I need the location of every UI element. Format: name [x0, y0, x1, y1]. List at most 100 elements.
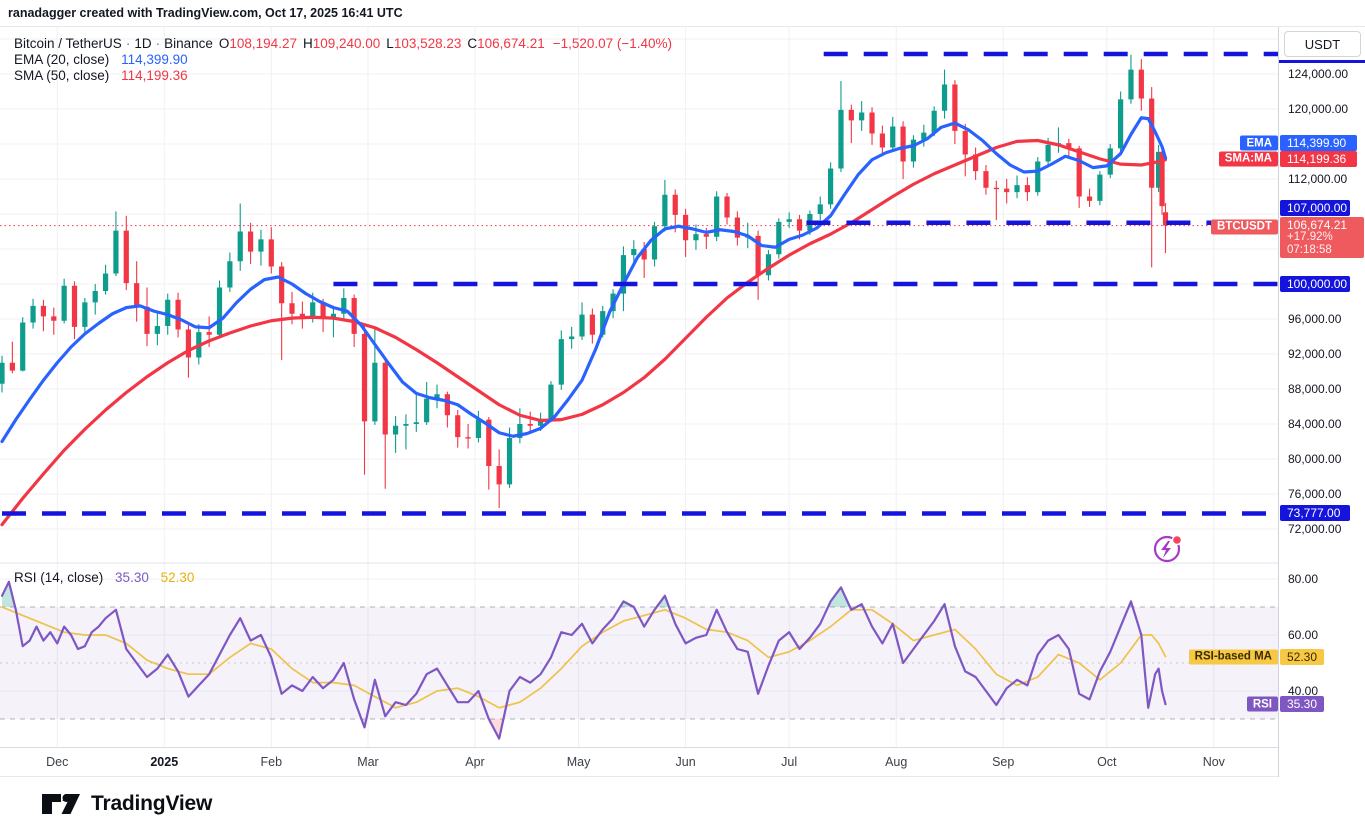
candle-body	[879, 133, 885, 148]
candle-body	[962, 130, 968, 155]
price-tick-label: 80,000.00	[1288, 452, 1342, 466]
candle-body	[1138, 69, 1144, 99]
candle-body	[579, 314, 585, 337]
candle-body	[330, 313, 337, 319]
candle-body	[724, 196, 730, 218]
tradingview-logo[interactable]: TradingView	[40, 790, 212, 818]
candle-body	[268, 239, 274, 267]
candle-body	[931, 110, 937, 133]
candle-body	[341, 298, 347, 314]
candle-body	[952, 84, 958, 131]
ohlc-value: 106,674.21	[477, 36, 545, 51]
candle-body	[1024, 185, 1030, 193]
flash-icon-dot	[1173, 536, 1181, 544]
candle-body	[662, 194, 668, 227]
candle-body	[486, 419, 492, 466]
candle-body	[30, 305, 36, 323]
candle-body	[641, 249, 647, 260]
change-value: −1,520.07 (−1.40%)	[552, 36, 673, 51]
candle-body	[258, 239, 264, 252]
attribution-bar: ranadagger created with TradingView.com,…	[0, 0, 1365, 27]
candle-body	[496, 466, 502, 485]
price-scale[interactable]: USDT 124,000.00 120,000.00 112,000.00 96,00…	[1278, 27, 1365, 777]
ohlc-value: 108,194.27	[229, 36, 297, 51]
candle-body	[910, 139, 917, 162]
candle-body	[299, 313, 305, 319]
time-axis-label: Sep	[992, 755, 1015, 769]
price-chart-canvas[interactable]	[0, 27, 1278, 777]
candle-body	[973, 154, 979, 172]
candle-body	[1155, 151, 1162, 188]
candle-body	[859, 112, 865, 121]
candle-body	[40, 305, 47, 317]
sma-legend-row[interactable]: SMA (50, close) 114,199.36	[14, 68, 672, 84]
rsi-legend-row[interactable]: RSI (14, close) 35.30 52.30	[14, 570, 194, 586]
candle-body	[403, 424, 409, 426]
sma-value: 114,199.36	[121, 68, 188, 83]
currency-toggle-button[interactable]: USDT	[1284, 31, 1361, 57]
candle-body	[455, 415, 461, 438]
candle-body	[185, 329, 192, 358]
rsi-value-label: 35.30	[1280, 696, 1325, 713]
rsi-band	[0, 607, 1278, 719]
ema-20-line	[0, 116, 1168, 444]
candle-body	[755, 235, 761, 276]
candle-body	[289, 303, 295, 314]
candle-body	[838, 109, 844, 169]
candle-body	[465, 437, 471, 439]
candle-body	[993, 187, 999, 190]
candle-body	[869, 112, 875, 134]
candle-body	[444, 394, 450, 416]
price-tick-label: 124,000.00	[1288, 67, 1349, 81]
time-axis-label: Jun	[675, 755, 696, 769]
candle-body	[1162, 212, 1169, 226]
candle-body	[558, 339, 564, 385]
candle-body	[413, 422, 419, 424]
time-axis-label: Jul	[781, 755, 798, 769]
candle-body	[20, 322, 26, 371]
ema-legend-row[interactable]: EMA (20, close) 114,399.90	[14, 52, 672, 68]
ema-label: EMA (20, close)	[14, 52, 110, 67]
exchange-label: Binance	[164, 36, 213, 51]
candle-body	[703, 234, 709, 237]
candle-body	[0, 362, 5, 384]
candle-body	[620, 255, 627, 294]
time-axis-label: Apr	[465, 755, 485, 769]
candle-body	[310, 302, 316, 319]
candle-body	[569, 336, 575, 340]
symbol-title: Bitcoin / TetherUS	[14, 36, 122, 51]
sma-label: SMA (50, close)	[14, 68, 110, 83]
candle-body	[1149, 98, 1155, 188]
candle-body	[361, 333, 368, 422]
candle-body	[216, 287, 223, 335]
tradingview-logo-icon	[42, 794, 80, 814]
time-axis-label: Oct	[1097, 755, 1117, 769]
candle-body	[848, 109, 854, 121]
symbol-legend-row[interactable]: Bitcoin / TetherUS · 1D · Binance O108,194.27…	[14, 36, 673, 51]
level-price-label: 100,000.00	[1280, 276, 1350, 292]
symbol-tag: BTCUSDT	[1211, 219, 1278, 235]
candle-body	[1014, 185, 1020, 193]
candle-body	[1035, 161, 1041, 193]
rsi-tick-label: 60.00	[1288, 628, 1319, 642]
candle-body	[765, 254, 772, 276]
candle-body	[672, 194, 678, 215]
candle-body	[134, 283, 140, 307]
candle-body	[165, 299, 171, 326]
ohlc-letter: C	[467, 36, 478, 51]
time-scale[interactable]: Dec 2025 Feb Mar Apr May Jun Jul Aug Sep Oct Nov	[0, 747, 1278, 777]
rsi-label: RSI (14, close)	[14, 570, 104, 585]
candle-body	[382, 362, 388, 435]
candle-body	[92, 291, 98, 303]
candle-body	[1076, 148, 1082, 197]
candle-body	[1128, 69, 1134, 100]
rsi-tick-label: 80.00	[1288, 572, 1319, 586]
candle-body	[372, 362, 378, 422]
tradingview-logo-text: TradingView	[91, 792, 213, 815]
rsi-legend: RSI (14, close) 35.30 52.30	[14, 570, 194, 586]
price-tick-label: 84,000.00	[1288, 417, 1342, 431]
time-axis-label: Aug	[885, 755, 908, 769]
time-axis-label: 2025	[150, 755, 179, 769]
candle-body	[506, 438, 513, 485]
time-axis-label: Dec	[46, 755, 69, 769]
